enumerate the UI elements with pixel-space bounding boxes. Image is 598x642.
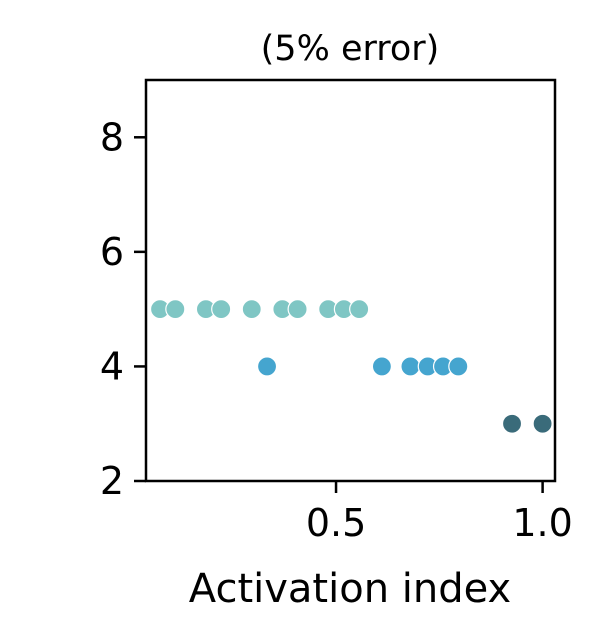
chart-title: (5% error) [261, 29, 440, 69]
ticks-layer: 2 4 6 8 0.5 1.0 [100, 115, 573, 545]
data-point [448, 356, 469, 377]
y-tick-label: 2 [100, 459, 124, 503]
x-tick-label: 0.5 [306, 501, 366, 545]
data-point [165, 299, 186, 320]
data-point [241, 299, 262, 320]
y-tick-label: 8 [100, 115, 124, 159]
data-point [371, 356, 392, 377]
data-point [349, 299, 370, 320]
plot-frame [144, 78, 557, 483]
data-point [211, 299, 232, 320]
data-point [400, 356, 421, 377]
y-tick-label: 6 [100, 230, 124, 274]
y-tick-label: 4 [100, 344, 124, 388]
points-layer [149, 299, 553, 434]
data-point [256, 356, 278, 377]
x-tick-label: 1.0 [512, 501, 572, 545]
data-point [532, 413, 553, 434]
x-axis-label: Activation index [189, 566, 511, 612]
data-point [287, 299, 308, 320]
data-point [501, 413, 523, 434]
